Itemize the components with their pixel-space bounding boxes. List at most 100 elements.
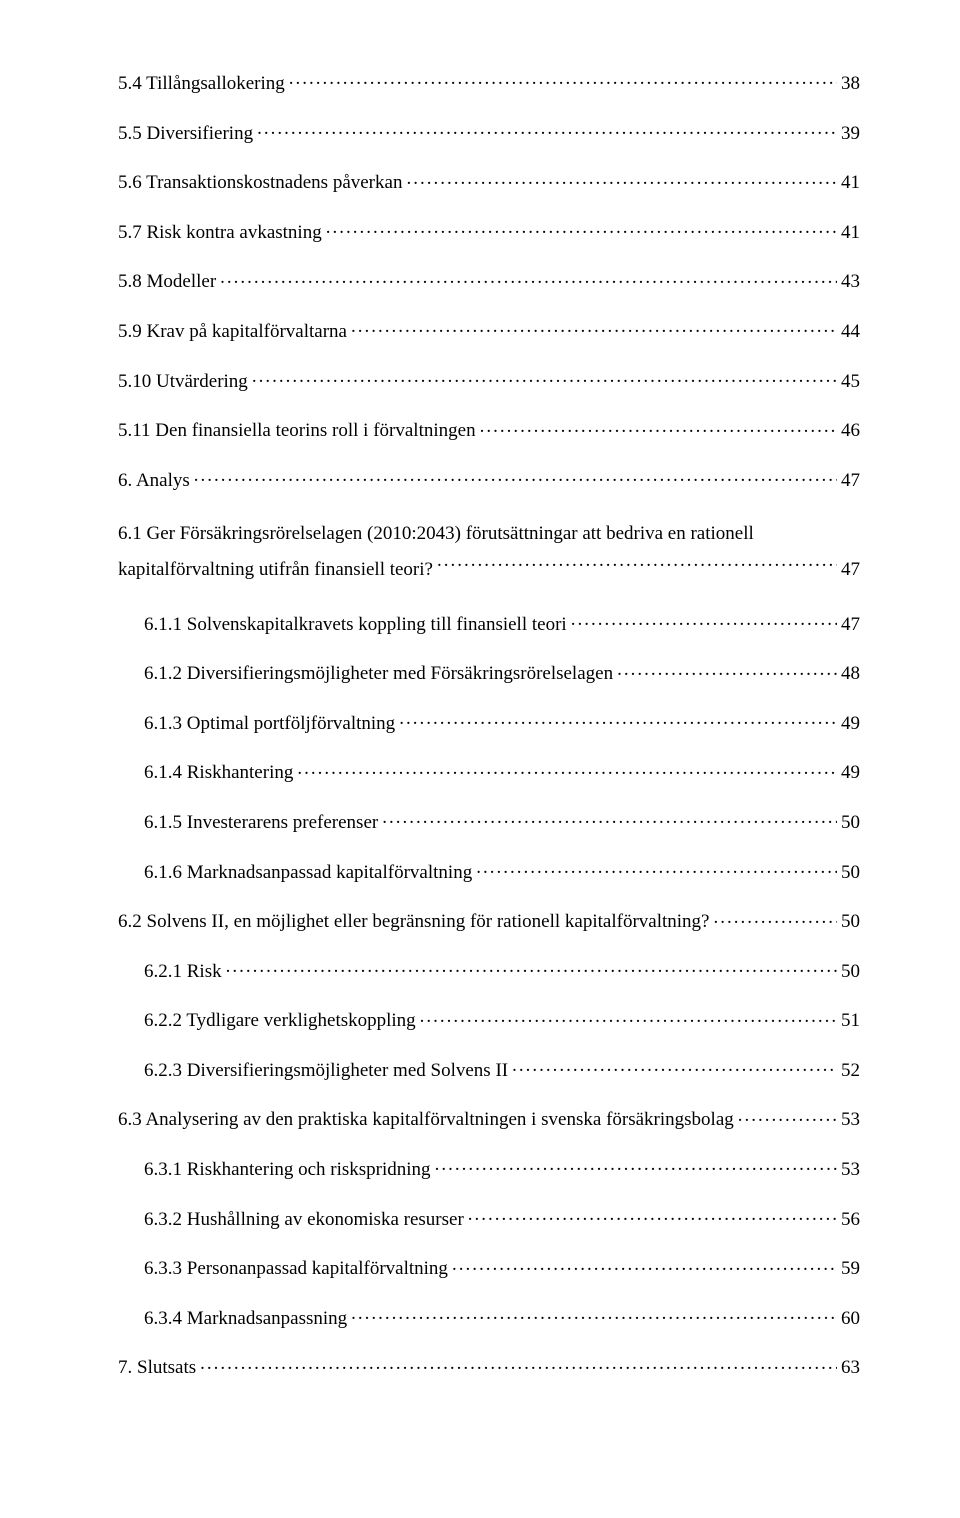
toc-page-number: 47 (841, 552, 860, 588)
toc-page-number: 60 (841, 1306, 860, 1333)
toc-page-number: 44 (841, 319, 860, 346)
toc-leader-dots (420, 1007, 837, 1026)
toc-leader-dots (257, 120, 837, 139)
toc-page-number: 59 (841, 1256, 860, 1283)
toc-entry: 6.1.6 Marknadsanpassad kapitalförvaltnin… (100, 859, 860, 887)
toc-label: 6.1.1 Solvenskapitalkravets koppling til… (144, 612, 567, 639)
toc-page-number: 51 (841, 1008, 860, 1035)
toc-page-number: 48 (841, 661, 860, 688)
toc-leader-dots (399, 710, 837, 729)
toc-label: 6.1.5 Investerarens preferenser (144, 810, 378, 837)
toc-page-number: 41 (841, 220, 860, 247)
toc-entry: 5.11 Den finansiella teorins roll i förv… (100, 417, 860, 445)
toc-label: 5.6 Transaktionskostnadens påverkan (118, 170, 402, 197)
toc-entry: 7. Slutsats 63 (100, 1354, 860, 1382)
toc-label: 6.1.6 Marknadsanpassad kapitalförvaltnin… (144, 860, 472, 887)
toc-entry: 6.2.3 Diversifieringsmöjligheter med Sol… (100, 1057, 860, 1085)
toc-leader-dots (252, 368, 837, 387)
toc-entry: 6.1.1 Solvenskapitalkravets koppling til… (100, 611, 860, 639)
toc-label: 5.4 Tillångsallokering (118, 71, 285, 98)
toc-label: 5.9 Krav på kapitalförvaltarna (118, 319, 347, 346)
toc-entry: 6.1 Ger Försäkringsrörelselagen (2010:20… (100, 516, 860, 588)
toc-leader-dots (289, 70, 837, 89)
toc-page-number: 46 (841, 418, 860, 445)
toc-leader-dots (437, 556, 837, 575)
toc-leader-dots (452, 1255, 837, 1274)
toc-label: 6.3.1 Riskhantering och riskspridning (144, 1157, 431, 1184)
toc-page-number: 50 (841, 909, 860, 936)
toc-label: 6.3.2 Hushållning av ekonomiska resurser (144, 1207, 464, 1234)
toc-leader-dots (226, 958, 837, 977)
toc-leader-dots (480, 417, 837, 436)
toc-label: 6.1.2 Diversifieringsmöjligheter med För… (144, 661, 613, 688)
toc-page-number: 63 (841, 1355, 860, 1382)
toc-label: 6.2.2 Tydligare verklighetskoppling (144, 1008, 416, 1035)
toc-entry: 6.1.4 Riskhantering 49 (100, 759, 860, 787)
toc-label: 6.1 Ger Försäkringsrörelselagen (2010:20… (118, 516, 860, 552)
toc-leader-dots (194, 467, 837, 486)
toc-label: 6.2.1 Risk (144, 959, 222, 986)
toc-leader-dots (200, 1354, 837, 1373)
toc-label: 7. Slutsats (118, 1355, 196, 1382)
toc-entry: 6.3.4 Marknadsanpassning 60 (100, 1305, 860, 1333)
toc-label: 5.11 Den finansiella teorins roll i förv… (118, 418, 476, 445)
toc-entry: 6. Analys 47 (100, 467, 860, 495)
toc-entry: 5.5 Diversifiering 39 (100, 120, 860, 148)
toc-label: 6.1.4 Riskhantering (144, 760, 293, 787)
toc-entry: 6.2 Solvens II, en möjlighet eller begrä… (100, 908, 860, 936)
toc-leader-dots (435, 1156, 837, 1175)
toc-entry: 6.1.2 Diversifieringsmöjligheter med För… (100, 660, 860, 688)
toc-page-number: 49 (841, 760, 860, 787)
toc-label: 5.10 Utvärdering (118, 369, 248, 396)
toc-page-number: 49 (841, 711, 860, 738)
toc-entry: 6.3 Analysering av den praktiska kapital… (100, 1106, 860, 1134)
toc-page-number: 41 (841, 170, 860, 197)
toc-label-continuation: kapitalförvaltning utifrån finansiell te… (118, 552, 433, 588)
toc-leader-dots (220, 268, 837, 287)
toc-label: 5.5 Diversifiering (118, 121, 253, 148)
toc-entry: 6.3.1 Riskhantering och riskspridning 53 (100, 1156, 860, 1184)
toc-page-number: 38 (841, 71, 860, 98)
toc-page-number: 43 (841, 269, 860, 296)
toc-label: 5.7 Risk kontra avkastning (118, 220, 322, 247)
toc-entry: 6.2.2 Tydligare verklighetskoppling 51 (100, 1007, 860, 1035)
toc-leader-dots (713, 908, 837, 927)
toc-leader-dots (351, 318, 837, 337)
toc-leader-dots (738, 1106, 837, 1125)
toc-leader-dots (476, 859, 837, 878)
toc-page-number: 47 (841, 612, 860, 639)
toc-label: 6.3 Analysering av den praktiska kapital… (118, 1107, 734, 1134)
toc-leader-dots (297, 759, 837, 778)
toc-entry: 6.3.3 Personanpassad kapitalförvaltning 5… (100, 1255, 860, 1283)
toc-page-number: 53 (841, 1157, 860, 1184)
toc-leader-dots (468, 1206, 837, 1225)
toc-leader-dots (351, 1305, 837, 1324)
toc-label: 5.8 Modeller (118, 269, 216, 296)
toc-page-number: 50 (841, 810, 860, 837)
toc-entry: 5.9 Krav på kapitalförvaltarna 44 (100, 318, 860, 346)
toc-page-number: 52 (841, 1058, 860, 1085)
toc-page-number: 39 (841, 121, 860, 148)
toc-label: 6.2 Solvens II, en möjlighet eller begrä… (118, 909, 709, 936)
toc-label: 6. Analys (118, 468, 190, 495)
toc-leader-dots (617, 660, 837, 679)
toc-entry: 5.10 Utvärdering 45 (100, 368, 860, 396)
toc-page-number: 56 (841, 1207, 860, 1234)
toc-leader-dots (571, 611, 837, 630)
toc-page-number: 53 (841, 1107, 860, 1134)
toc-page-number: 50 (841, 959, 860, 986)
toc-page-number: 47 (841, 468, 860, 495)
toc-label: 6.3.3 Personanpassad kapitalförvaltning (144, 1256, 448, 1283)
toc-label: 6.1.3 Optimal portföljförvaltning (144, 711, 395, 738)
toc-entry: 5.8 Modeller 43 (100, 268, 860, 296)
toc-leader-dots (406, 169, 837, 188)
toc-page-number: 50 (841, 860, 860, 887)
toc-entry: 5.6 Transaktionskostnadens påverkan 41 (100, 169, 860, 197)
toc-page-number: 45 (841, 369, 860, 396)
toc-entry: 5.4 Tillångsallokering 38 (100, 70, 860, 98)
toc-entry: 6.3.2 Hushållning av ekonomiska resurser… (100, 1206, 860, 1234)
toc-label: 6.2.3 Diversifieringsmöjligheter med Sol… (144, 1058, 508, 1085)
toc-label: 6.3.4 Marknadsanpassning (144, 1306, 347, 1333)
toc-leader-dots (512, 1057, 837, 1076)
toc-leader-dots (326, 219, 837, 238)
